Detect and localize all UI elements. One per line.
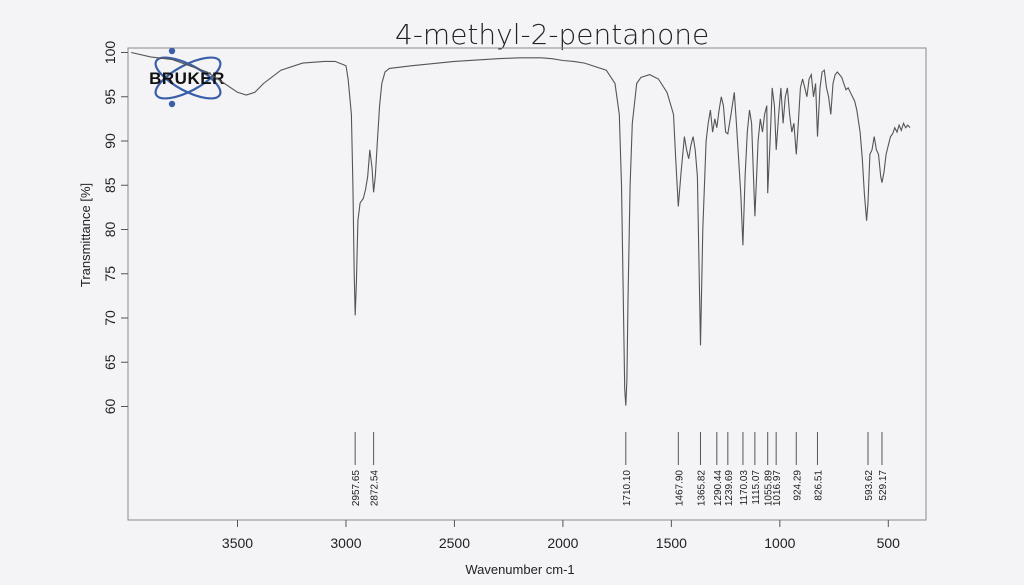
peak-label-1055.89: 1055.89 [764,470,775,507]
x-tick-label-2500: 2500 [439,535,470,551]
x-tick-label-500: 500 [877,535,901,551]
peak-label-2957.65: 2957.65 [351,470,362,507]
x-tick-label-2000: 2000 [547,535,578,551]
x-axis-label: Wavenumber cm-1 [465,562,574,577]
bruker-logo: BRUKER [149,47,225,108]
spectrum-line [131,51,911,406]
y-tick-label-80: 80 [102,222,118,238]
y-tick-label-60: 60 [102,399,118,415]
chart-title: 4-methyl-2-pentanone [395,18,709,51]
peak-label-529.17: 529.17 [878,470,889,501]
peak-label-1710.10: 1710.10 [622,470,633,507]
y-tick-label-75: 75 [102,266,118,282]
peak-label-1239.69: 1239.69 [724,470,735,507]
peak-label-826.51: 826.51 [813,470,824,501]
peak-label-1170.03: 1170.03 [739,470,750,506]
peak-label-1115.07: 1115.07 [751,470,762,505]
peak-label-1290.44: 1290.44 [713,470,724,507]
y-tick-label-70: 70 [102,310,118,326]
x-tick-label-1500: 1500 [656,535,687,551]
y-axis-label: Transmittance [%] [78,183,93,287]
peak-label-1016.97: 1016.97 [772,470,783,507]
plot-frame [127,47,927,521]
axes: 3500 3000 2500 2000 1500 1000 500 60 65 70 75 80 85 9… [102,41,900,551]
peak-label-1467.90: 1467.90 [674,470,685,507]
peak-label-924.29: 924.29 [792,470,803,501]
peak-label-2872.54: 2872.54 [370,470,381,507]
y-tick-label-95: 95 [102,89,118,105]
peak-label-1365.82: 1365.82 [696,470,707,507]
y-tick-label-100: 100 [102,41,118,65]
y-tick-label-90: 90 [102,133,118,149]
peak-markers: 2957.65 2872.54 1710.10 1467.90 1365.82 1290.… [351,432,889,506]
x-tick-label-3000: 3000 [330,535,361,551]
x-tick-label-3500: 3500 [222,535,253,551]
bruker-logo-text: BRUKER [149,69,225,88]
peak-label-593.62: 593.62 [864,470,875,501]
y-tick-label-65: 65 [102,354,118,370]
x-tick-label-1000: 1000 [764,535,795,551]
y-tick-label-85: 85 [102,177,118,193]
